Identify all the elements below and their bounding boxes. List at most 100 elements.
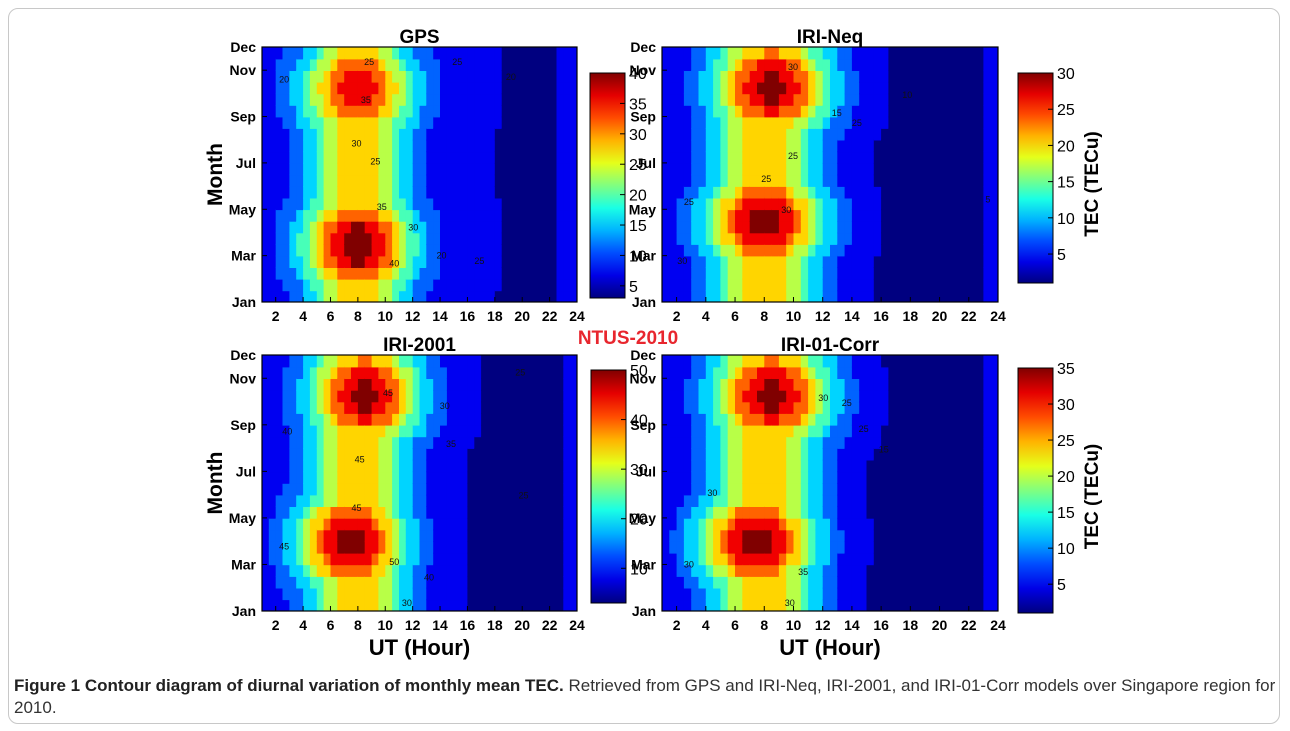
contour-cell	[851, 413, 860, 426]
contour-cell	[501, 378, 510, 391]
contour-cell	[364, 47, 373, 60]
contour-cell	[727, 355, 736, 368]
contour-cell	[910, 232, 919, 245]
contour-label: 40	[389, 258, 399, 268]
contour-cell	[344, 471, 352, 484]
contour-label: 30	[408, 223, 418, 233]
contour-cell	[330, 564, 339, 577]
contour-cell	[720, 587, 729, 601]
contour-cell	[474, 541, 482, 554]
contour-cell	[303, 541, 311, 554]
contour-cell	[691, 151, 700, 164]
contour-cell	[515, 267, 523, 280]
contour-cell	[542, 267, 551, 280]
contour-cell	[344, 58, 352, 71]
contour-cell	[764, 564, 773, 577]
contour-cell	[830, 506, 839, 519]
contour-cell	[460, 290, 469, 302]
contour-cell	[446, 290, 455, 302]
contour-cell	[932, 459, 941, 473]
contour-cell	[357, 47, 366, 60]
contour-cell	[282, 255, 291, 268]
contour-cell	[808, 541, 817, 554]
contour-cell	[440, 564, 448, 577]
contour-cell	[851, 70, 860, 83]
contour-cell	[837, 267, 846, 280]
contour-cell	[323, 413, 332, 426]
contour-cell	[917, 267, 926, 280]
contour-cell	[822, 255, 831, 268]
contour-cell	[990, 47, 998, 60]
contour-cell	[399, 541, 407, 554]
contour-cell	[296, 564, 304, 577]
contour-cell	[433, 599, 441, 611]
contour-cell	[808, 162, 817, 176]
contour-cell	[968, 448, 977, 461]
x-tick-label: 16	[460, 617, 476, 633]
contour-cell	[683, 244, 692, 257]
contour-cell	[961, 355, 970, 368]
contour-cell	[337, 267, 345, 280]
contour-cell	[932, 105, 941, 118]
contour-cell	[990, 587, 998, 601]
contour-cell	[501, 278, 510, 292]
contour-cell	[488, 47, 496, 60]
contour-cell	[262, 436, 270, 449]
contour-cell	[529, 436, 537, 449]
contour-cell	[515, 278, 523, 292]
contour-cell	[316, 471, 325, 484]
contour-cell	[946, 517, 955, 531]
contour-cell	[764, 366, 773, 379]
contour-cell	[399, 389, 407, 403]
contour-cell	[453, 186, 462, 199]
contour-cell	[954, 424, 963, 438]
contour-cell	[330, 93, 339, 106]
contour-cell	[556, 209, 565, 222]
contour-cell	[815, 389, 824, 403]
contour-cell	[481, 47, 489, 60]
contour-cell	[851, 81, 860, 95]
panel-title: IRI-Neq	[797, 27, 864, 48]
colorbar-tick-label: 40	[630, 413, 648, 430]
contour-cell	[976, 244, 985, 257]
contour-cell	[275, 424, 284, 438]
contour-cell	[764, 232, 773, 245]
contour-cell	[330, 151, 339, 164]
contour-cell	[522, 366, 530, 379]
contour-cell	[925, 494, 934, 507]
contour-cell	[399, 564, 407, 577]
contour-cell	[778, 197, 787, 211]
x-tick-label: 14	[432, 617, 448, 633]
contour-cell	[337, 174, 345, 187]
contour-cell	[535, 81, 544, 95]
contour-cell	[316, 599, 325, 611]
contour-cell	[556, 197, 565, 211]
contour-cell	[570, 552, 577, 566]
contour-cell	[815, 128, 824, 141]
contour-cell	[837, 552, 846, 566]
contour-cell	[822, 128, 831, 141]
contour-cell	[556, 151, 565, 164]
contour-cell	[925, 599, 934, 611]
contour-cell	[676, 366, 685, 379]
contour-label: 30	[440, 401, 450, 411]
contour-cell	[954, 220, 963, 234]
contour-cell	[815, 174, 824, 187]
contour-cell	[412, 355, 421, 368]
contour-cell	[535, 139, 544, 153]
contour-cell	[713, 459, 722, 473]
contour-cell	[669, 517, 678, 531]
contour-cell	[570, 541, 577, 554]
contour-cell	[323, 541, 332, 554]
contour-cell	[488, 255, 496, 268]
contour-cell	[925, 424, 934, 438]
contour-cell	[419, 366, 428, 379]
contour-cell	[378, 139, 386, 153]
contour-cell	[460, 413, 469, 426]
contour-cell	[698, 355, 707, 368]
contour-cell	[378, 290, 386, 302]
contour-cell	[282, 529, 291, 542]
contour-cell	[392, 459, 400, 473]
contour-cell	[364, 494, 373, 507]
